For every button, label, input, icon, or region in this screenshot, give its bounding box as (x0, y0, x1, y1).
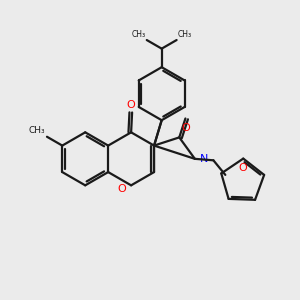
Text: N: N (200, 154, 208, 164)
Text: CH₃: CH₃ (178, 30, 192, 39)
Text: CH₃: CH₃ (131, 30, 145, 39)
Text: CH₃: CH₃ (29, 126, 46, 135)
Text: O: O (126, 100, 135, 110)
Text: O: O (117, 184, 126, 194)
Text: O: O (181, 123, 190, 133)
Text: O: O (239, 163, 248, 173)
